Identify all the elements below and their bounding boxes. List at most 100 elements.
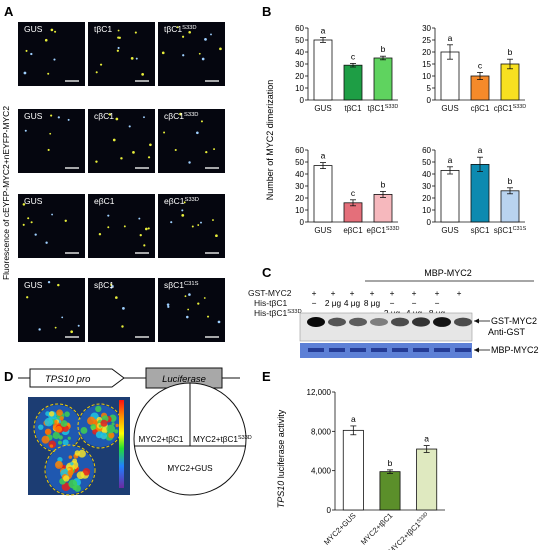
row-label: GST-MYC2 xyxy=(248,288,292,298)
fluorescent-spot xyxy=(139,233,142,237)
table-cell: + xyxy=(312,288,317,298)
micrograph-tile xyxy=(158,22,225,86)
luminescence-spot xyxy=(55,425,63,433)
fluorescent-spot xyxy=(145,227,148,231)
micrograph-label: GUS xyxy=(24,24,43,34)
micrograph-label: tβC1 xyxy=(94,24,112,34)
luminescence-spot xyxy=(74,484,82,492)
luminescence-spot xyxy=(114,429,119,434)
fluorescent-spot xyxy=(187,308,190,311)
category-label: cβC1S33D xyxy=(494,104,527,113)
micrograph-label: cβC1S33D xyxy=(164,111,198,121)
fluorescent-spot xyxy=(147,227,150,230)
bar xyxy=(500,63,520,101)
fluorescent-spot xyxy=(197,224,200,226)
fluorescent-spot xyxy=(47,280,51,284)
fluorescent-spot xyxy=(70,330,73,334)
coomassie-band xyxy=(392,348,408,352)
panel-e-ylabel: TPS10 luciferase activity xyxy=(276,409,286,508)
y-tick-label: 4,000 xyxy=(311,467,332,476)
fluorescent-spot xyxy=(128,125,131,128)
bar xyxy=(313,39,333,101)
coomassie-band xyxy=(434,348,450,352)
luminescence-spot xyxy=(78,449,86,458)
luminescence-spot xyxy=(54,420,58,424)
coomassie-band xyxy=(308,348,324,352)
fluorescent-spot xyxy=(98,233,102,236)
luminescence-spot xyxy=(90,424,97,430)
coomassie-bands xyxy=(308,348,471,352)
table-cell: − xyxy=(390,298,395,308)
fluorescent-spot xyxy=(147,156,151,159)
y-tick-label: 60 xyxy=(295,146,304,155)
fluorescent-spot xyxy=(50,28,54,32)
fluorescent-spot xyxy=(53,58,56,61)
fluorescent-spot xyxy=(30,52,33,56)
fluorescent-spot xyxy=(143,116,145,119)
fluorescent-spot xyxy=(203,297,206,299)
luminescence-spot xyxy=(64,411,70,417)
table-cell: 8 μg xyxy=(364,298,381,308)
y-tick-label: 50 xyxy=(295,158,304,167)
western-band xyxy=(454,317,472,327)
luminescence-spot xyxy=(49,444,54,448)
micrograph-tile xyxy=(88,278,155,342)
leaf-discs xyxy=(33,403,123,496)
luminescence-spot xyxy=(67,436,71,440)
luminescence-spot xyxy=(56,409,63,416)
western-band xyxy=(370,318,388,326)
fluorescent-spot xyxy=(163,131,166,134)
panel-letter-b: B xyxy=(262,4,271,19)
category-label: GUS xyxy=(314,104,331,113)
panel-e-chart: 04,0008,00012,000aMYC2+GUSbMYC2+tβC1aMYC… xyxy=(307,388,445,550)
y-tick-label: 50 xyxy=(422,158,431,167)
micrograph-label: eβC1S33D xyxy=(164,196,199,206)
luminescence-spot xyxy=(76,471,85,480)
luminescence-spot xyxy=(57,440,63,445)
panel-letter-c: C xyxy=(262,265,272,280)
table-cell: + xyxy=(370,288,375,298)
fluorescent-spot xyxy=(210,33,212,36)
micrograph-tile xyxy=(158,109,225,173)
fluorescent-spot xyxy=(174,148,177,152)
row-label: His-tβC1 xyxy=(254,298,287,308)
fluorescent-spot xyxy=(219,47,222,51)
luminescence-spot xyxy=(44,428,52,436)
bar xyxy=(343,64,363,101)
western-blot xyxy=(299,312,473,342)
table-cell: + xyxy=(435,288,440,298)
micrograph-label: GUS xyxy=(24,280,43,290)
y-tick-label: 30 xyxy=(295,182,304,191)
panel-letter-a: A xyxy=(4,4,14,19)
luminescence-spot xyxy=(100,419,108,427)
fluorescent-spot xyxy=(117,46,120,49)
y-tick-label: 10 xyxy=(422,72,431,81)
fluorescent-spot xyxy=(107,226,110,229)
fluorescent-spot xyxy=(198,52,201,55)
fluorescent-spot xyxy=(57,283,60,287)
table-cell: + xyxy=(390,288,395,298)
micrograph-label: cβC1 xyxy=(94,111,114,121)
western-band xyxy=(328,317,346,327)
significance-letter: a xyxy=(448,33,453,43)
fluorescent-spot xyxy=(110,286,113,289)
fluorescent-spot xyxy=(143,244,146,247)
category-label: MYC2+tβC1 xyxy=(359,511,394,546)
significance-letter: a xyxy=(424,434,429,444)
fluorescent-spot xyxy=(207,315,210,318)
fluorescent-spot xyxy=(107,214,110,217)
category-label: tβC1 xyxy=(344,104,362,113)
luminescence-spot xyxy=(95,405,102,413)
y-tick-label: 40 xyxy=(295,170,304,179)
fluorescent-spot xyxy=(170,221,173,224)
fluorescent-spot xyxy=(121,325,124,328)
panel-b-ylabel: Number of MYC2 dimerization xyxy=(265,80,275,201)
fluorescent-spot xyxy=(183,201,186,204)
table-cell: 4 μg xyxy=(344,298,361,308)
fluorescent-spot xyxy=(130,56,134,60)
luminescence-spot xyxy=(115,423,119,428)
y-tick-label: 20 xyxy=(295,194,304,203)
fluorescent-spot xyxy=(135,57,138,60)
panel-d: TPS10 pro Luciferase MYC2+tβC1 MYC2+tβC1… xyxy=(18,367,252,496)
